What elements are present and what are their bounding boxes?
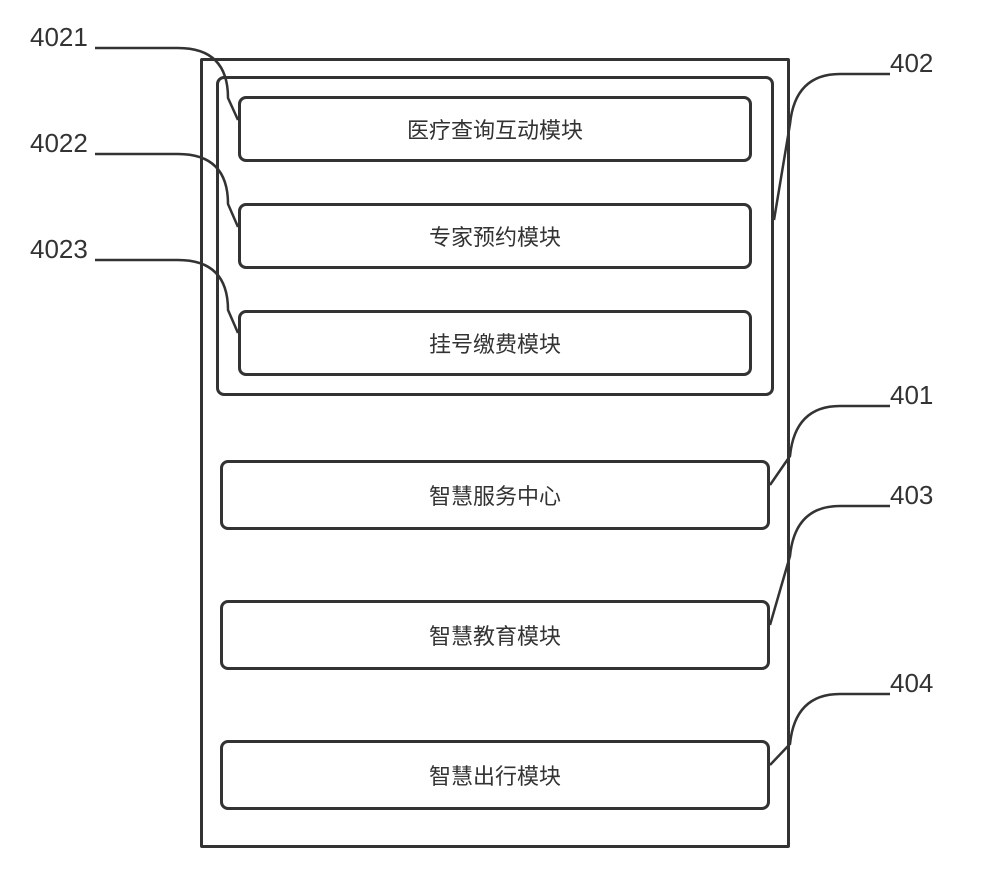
module-label: 智慧出行模块 (429, 759, 561, 791)
module-label: 医疗查询互动模块 (407, 113, 583, 145)
module-box-4022: 专家预约模块 (238, 203, 752, 269)
module-box-4023: 挂号缴费模块 (238, 310, 752, 376)
callout-label-402: 402 (890, 48, 933, 79)
block-diagram: 医疗查询互动模块 专家预约模块 挂号缴费模块 智慧服务中心 智慧教育模块 智慧出… (0, 0, 1000, 876)
module-box-404: 智慧出行模块 (220, 740, 770, 810)
callout-label-403: 403 (890, 480, 933, 511)
module-box-403: 智慧教育模块 (220, 600, 770, 670)
module-label: 智慧服务中心 (429, 479, 561, 511)
leader-402 (774, 74, 890, 220)
module-box-401: 智慧服务中心 (220, 460, 770, 530)
callout-label-4022: 4022 (30, 128, 88, 159)
module-box-4021: 医疗查询互动模块 (238, 96, 752, 162)
callout-label-4023: 4023 (30, 234, 88, 265)
callout-label-401: 401 (890, 380, 933, 411)
module-label: 挂号缴费模块 (429, 327, 561, 359)
callout-label-4021: 4021 (30, 22, 88, 53)
callout-label-404: 404 (890, 668, 933, 699)
module-label: 专家预约模块 (429, 220, 561, 252)
module-label: 智慧教育模块 (429, 619, 561, 651)
